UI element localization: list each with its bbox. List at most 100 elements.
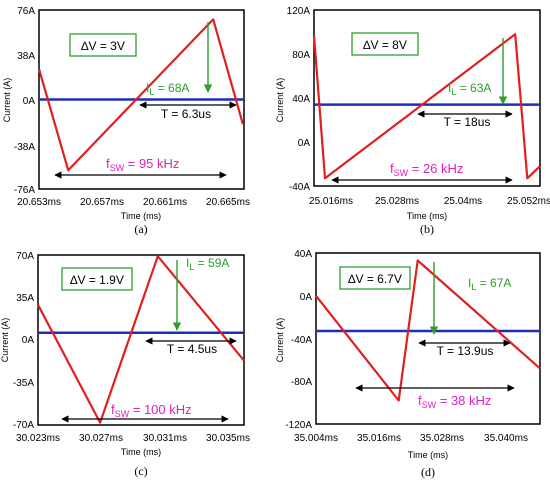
y-axis-label: Current (A) (275, 78, 285, 123)
fsw-subscript: SW (394, 168, 409, 178)
il-symbol: I (468, 276, 471, 290)
red-current-waveform-b (312, 33, 541, 180)
x-axis-label: Time (ms) (407, 211, 447, 221)
il-symbol: I (448, 81, 451, 95)
fsw-value: = 26 kHz (408, 161, 463, 176)
y-tick-label: 0A (22, 335, 35, 346)
x-tick-label: 35.040ms (484, 433, 528, 444)
delta-v-box (351, 32, 419, 56)
il-value: = 59A (194, 256, 229, 270)
y-tick-label: 0A (23, 96, 36, 107)
x-axis-label: Time (ms) (408, 450, 448, 460)
plot-frame (313, 9, 541, 187)
x-tick-label: 20.657ms (80, 197, 124, 208)
x-tick-label: 30.027ms (79, 433, 123, 444)
panel-caption: (d) (421, 465, 435, 479)
y-tick-label: -80A (291, 377, 312, 388)
panel-d: 40A 0A -40A -80A -120A 35.004ms 35.016ms… (275, 249, 541, 479)
y-tick-label: -120A (285, 420, 312, 431)
red-current-waveform-a (37, 18, 244, 172)
y-tick-label: 80A (292, 50, 310, 61)
x-tick-label: 25.016ms (309, 196, 353, 207)
x-tick-label: 35.028ms (420, 433, 464, 444)
x-tick-label: 25.028ms (375, 196, 419, 207)
period-label: T = 6.3us (161, 107, 211, 121)
il-label: IL = 59A (186, 256, 229, 272)
fsw-value: = 100 kHz (129, 402, 192, 417)
y-tick-label: 0A (298, 138, 311, 149)
x-tick-label: 20.653ms (17, 197, 61, 208)
y-tick-label: -40A (289, 182, 310, 193)
fsw-symbol: f (418, 393, 422, 408)
fsw-value: = 38 kHz (436, 393, 491, 408)
y-tick-label: 40A (294, 249, 312, 260)
il-subscript: L (451, 87, 456, 97)
x-tick-label: 25.04ms (444, 196, 482, 207)
y-tick-label: 40A (292, 94, 310, 105)
y-tick-label: 76A (17, 6, 35, 17)
delta-v-label: ∆V = 3V (81, 39, 125, 53)
y-axis-label: Current (A) (275, 318, 285, 363)
y-tick-label: 38A (17, 51, 35, 62)
delta-v-label: ∆V = 8V (363, 38, 407, 52)
period-label: T = 18us (444, 115, 491, 129)
current-waveform (315, 259, 541, 402)
il-subscript: L (149, 87, 154, 97)
x-tick-label: 35.016ms (357, 433, 401, 444)
x-axis-label: Time (ms) (121, 211, 161, 221)
fsw-subscript: SW (422, 400, 437, 410)
y-tick-label: 120A (287, 6, 311, 17)
period-label: T = 13.9us (437, 344, 494, 358)
il-label: IL = 68A (146, 81, 189, 97)
y-tick-label: 70A (16, 251, 34, 262)
plot-frame (315, 252, 541, 425)
panel-caption: (b) (420, 222, 434, 236)
il-value: = 63A (456, 81, 491, 95)
fsw-value: = 95 kHz (124, 156, 179, 171)
delta-v-box (69, 33, 137, 57)
il-value: = 67A (476, 276, 511, 290)
panel-c: 70A 35A 0A -35A -70A 30.023ms 30.027ms 3… (0, 251, 250, 478)
y-tick-label: -76A (14, 185, 35, 196)
fsw-symbol: f (390, 161, 394, 176)
y-tick-label: 0A (300, 292, 313, 303)
x-tick-label: 20.665ms (206, 197, 250, 208)
x-tick-label: 30.035ms (206, 433, 250, 444)
y-tick-label: -38A (14, 142, 35, 153)
il-value: = 68A (154, 81, 189, 95)
panel-a: 76A 38A 0A -38A -76A 20.653ms 20.657ms 2… (2, 6, 250, 236)
fsw-label: fSW = 95 kHz (106, 156, 179, 173)
delta-v-box (61, 267, 133, 291)
plot-frame (37, 254, 245, 426)
y-tick-label: -70A (13, 420, 34, 431)
current-waveform (37, 255, 245, 424)
delta-v-label: ∆V = 6.7V (348, 272, 402, 286)
delta-v-label: ∆V = 1.9V (70, 273, 124, 287)
period-label: T = 4.5us (167, 342, 217, 356)
x-tick-label: 35.004ms (294, 433, 338, 444)
il-label: IL = 63A (448, 81, 491, 97)
panel-caption: (c) (134, 464, 147, 478)
il-label: IL = 67A (468, 276, 511, 292)
y-axis-label: Current (A) (2, 78, 12, 123)
x-tick-label: 30.031ms (143, 433, 187, 444)
x-tick-label: 30.023ms (16, 433, 60, 444)
fsw-subscript: SW (115, 409, 130, 419)
y-tick-label: -35A (13, 378, 34, 389)
il-subscript: L (471, 282, 476, 292)
current-waveform (312, 33, 541, 180)
y-axis-label: Current (A) (0, 318, 10, 363)
fsw-label: fSW = 100 kHz (111, 402, 192, 419)
current-waveform (37, 18, 244, 172)
fsw-label: fSW = 26 kHz (390, 161, 463, 178)
x-tick-label: 20.661ms (143, 197, 187, 208)
y-tick-label: -40A (291, 335, 312, 346)
fsw-label: fSW = 38 kHz (418, 393, 491, 410)
delta-v-box (339, 266, 411, 290)
red-current-waveform-d (315, 259, 541, 402)
il-subscript: L (189, 262, 194, 272)
fsw-symbol: f (106, 156, 110, 171)
il-symbol: I (186, 256, 189, 270)
y-tick-label: 35A (16, 293, 34, 304)
